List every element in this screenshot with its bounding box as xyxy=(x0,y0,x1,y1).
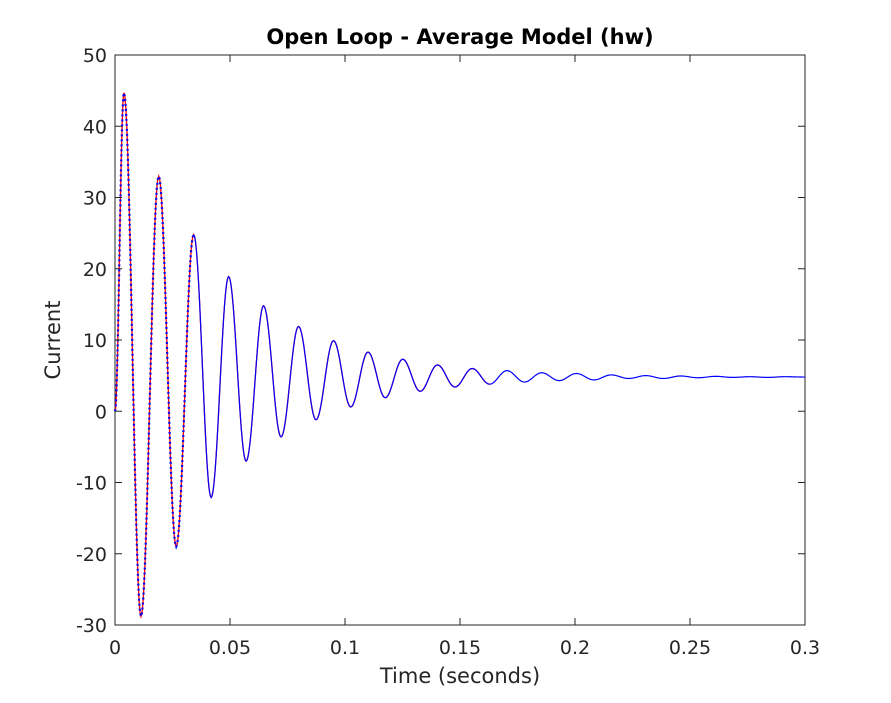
series-layer xyxy=(113,92,805,621)
x-tick-label: 0.15 xyxy=(439,637,481,659)
x-tick-label: 0.2 xyxy=(560,637,590,659)
y-tick-label: 0 xyxy=(95,401,107,423)
x-tick-label: 0.1 xyxy=(330,637,360,659)
y-tick-label: -10 xyxy=(76,473,107,495)
x-axis-label: Time (seconds) xyxy=(379,664,540,688)
y-tick-label: 40 xyxy=(83,116,107,138)
x-tick-label: 0.05 xyxy=(209,637,251,659)
x-tick-label: 0 xyxy=(109,637,121,659)
x-tick-label: 0.25 xyxy=(669,637,711,659)
y-tick-label: -20 xyxy=(76,544,107,566)
x-tick-label: 0.3 xyxy=(790,637,820,659)
series-line-blue xyxy=(193,234,805,499)
plot-area xyxy=(114,54,806,626)
y-tick-label: 50 xyxy=(83,45,107,67)
series-line-blue-dotted xyxy=(113,92,195,621)
y-tick-label: 10 xyxy=(83,330,107,352)
y-tick-label: -30 xyxy=(76,615,107,637)
y-tick-label: 20 xyxy=(83,259,107,281)
y-axis-label: Current xyxy=(41,301,65,380)
chart-title: Open Loop - Average Model (hw) xyxy=(266,25,653,49)
ticks-layer: 0 0.05 0.1 0.15 0.2 0.25 0.3 -30 -20 -10 0 10 20 30 40… xyxy=(76,45,820,659)
y-tick-label: 30 xyxy=(83,188,107,210)
